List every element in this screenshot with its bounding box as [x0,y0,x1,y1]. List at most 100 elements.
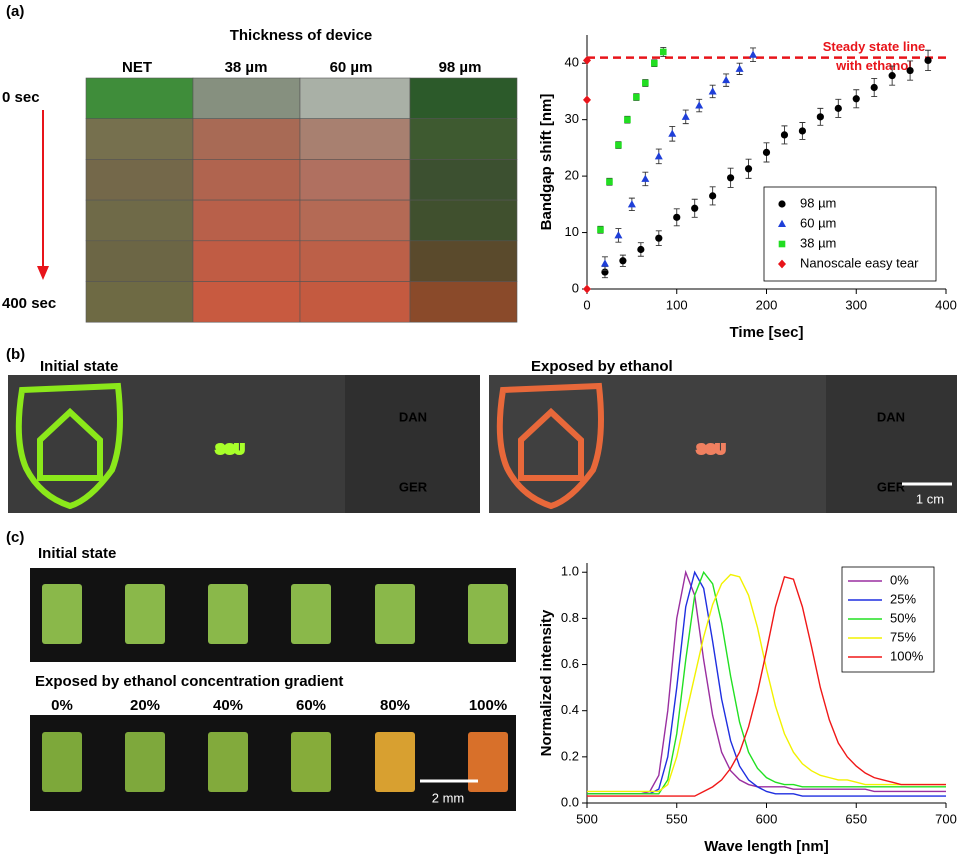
marker [659,48,667,56]
photo-title: Exposed by ethanol [531,358,673,375]
y-tick-label: 10 [565,224,579,239]
series-line [587,569,946,795]
marker [637,245,645,254]
marker [614,231,623,239]
photo-title: Initial state [38,545,116,562]
marker [619,257,627,265]
sample [208,584,248,644]
legend-label: 25% [890,591,916,606]
marker [778,200,786,208]
marker [673,213,681,221]
marker [744,165,753,173]
photo-cell [409,240,518,282]
y-tick-label: 0.8 [561,610,579,625]
legend-label: 60 µm [800,215,836,230]
marker [583,284,591,294]
photo-cell [409,77,518,120]
series-line [587,576,946,797]
marker [654,152,663,160]
photo-cell [409,118,518,160]
marker [778,219,786,227]
shield [496,382,604,510]
concentration-label: 80% [380,697,410,714]
marker [834,104,842,112]
sign-text: DAN [399,409,427,424]
photo-title: Thickness of device [230,27,373,44]
photo-cell [192,118,301,160]
legend-label: 98 µm [800,195,836,210]
marker [924,56,932,64]
x-axis-label: Wave length [nm] [704,838,828,855]
x-tick-label: 550 [666,811,688,826]
y-tick-label: 0.2 [561,748,579,763]
sample [42,732,82,792]
photo [826,375,957,513]
sample [125,584,165,644]
legend-label: 75% [890,629,916,644]
y-axis-label: Normalized intensity [538,609,555,756]
marker [615,141,622,149]
photo-cell [299,199,411,242]
photo-cell [85,240,194,282]
photo-cell [299,118,411,160]
reference-label: Steady state line [823,39,926,54]
marker [655,234,663,242]
marker [627,200,636,208]
legend-label: 100% [890,648,924,663]
sample [42,584,82,644]
x-tick-label: 500 [576,811,598,826]
concentration-label: 0% [51,697,73,714]
marker [906,66,914,75]
sample [375,732,415,792]
sample [208,732,248,792]
marker [708,87,717,95]
x-tick-label: 700 [935,811,957,826]
marker [624,116,631,123]
sample [375,584,415,644]
chart-spectra: 500 550 600 650 700 0.0 0.2 0.4 0.6 0.8 1.0 Wave le… [538,563,957,855]
column-label: 38 µm [225,59,268,76]
marker [709,192,717,200]
sample [468,732,508,792]
y-tick-label: 40 [565,55,579,70]
y-tick-label: 30 [565,111,579,126]
sign-text: GER [877,479,906,494]
photo-cell [299,159,411,201]
sign-text: GER [399,479,428,494]
marker [641,174,650,182]
panel-label: (c) [6,529,24,546]
photo-cell [409,281,518,323]
sample [468,584,508,644]
marker [606,178,613,186]
photo-cell [192,281,301,323]
x-tick-label: 650 [845,811,867,826]
photo-cell [409,159,518,201]
marker [633,93,640,101]
marker [780,131,789,139]
concentration-label: 100% [469,697,507,714]
sign-text: SGU [216,441,244,456]
concentration-label: 40% [213,697,243,714]
photo-cell [299,240,411,282]
concentration-label: 60% [296,697,326,714]
y-tick-label: 0.4 [561,702,579,717]
panel-label: (b) [6,346,25,363]
photo-cell [85,118,194,160]
scale-label: 1 cm [916,491,944,506]
y-tick-label: 0 [572,280,579,295]
x-tick-label: 100 [666,297,688,312]
shield [15,382,123,510]
scale-label: 2 mm [432,790,465,805]
photo [30,568,516,662]
marker [778,259,786,269]
marker [762,148,771,157]
sample [291,732,331,792]
reference-label: with ethanol [835,58,912,73]
x-tick-label: 0 [583,297,590,312]
marker [642,79,649,87]
marker [583,56,591,65]
x-tick-label: 300 [845,297,867,312]
marker [691,204,699,212]
